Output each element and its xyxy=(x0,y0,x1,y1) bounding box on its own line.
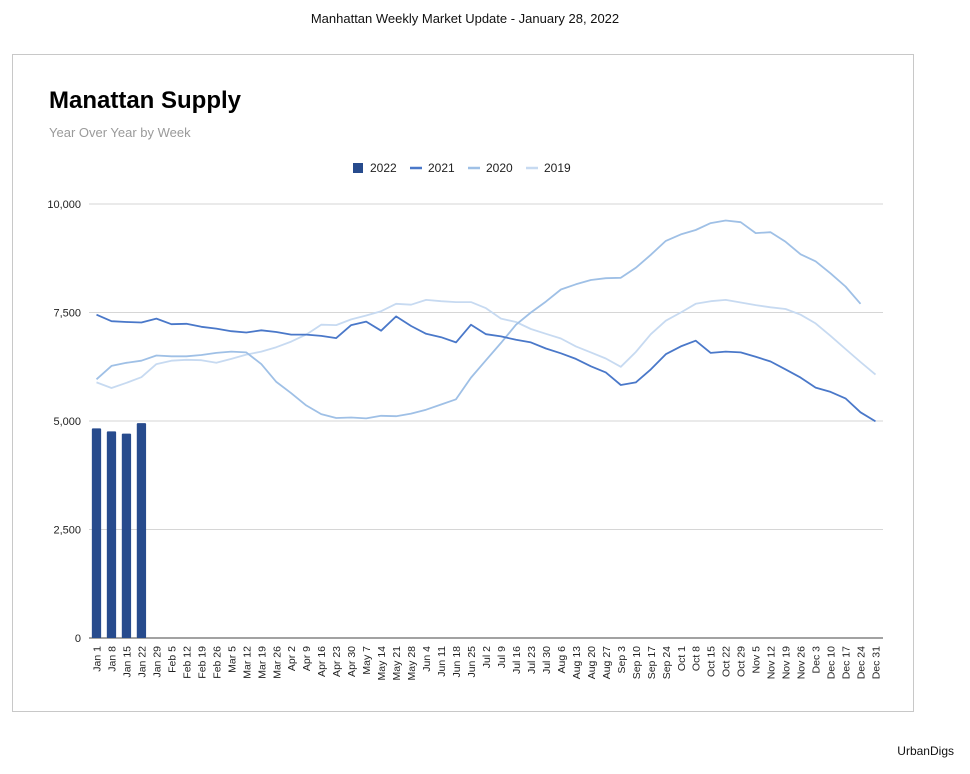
bar-2022 xyxy=(91,428,102,638)
x-tick-label: May 21 xyxy=(391,646,403,681)
series-line-2021 xyxy=(96,313,876,423)
x-tick-label: Mar 12 xyxy=(241,646,253,679)
x-tick-label: Apr 16 xyxy=(316,646,328,677)
x-tick-label: Oct 29 xyxy=(736,646,748,677)
y-tick-label: 0 xyxy=(75,633,81,645)
series-line-2019 xyxy=(96,298,877,389)
chart-card: Manattan Supply Year Over Year by Week 0… xyxy=(12,54,914,712)
x-tick-label: Apr 9 xyxy=(301,646,313,671)
x-tick-label: Dec 31 xyxy=(871,646,883,679)
x-tick-label: Jul 2 xyxy=(481,646,493,668)
x-tick-label: May 14 xyxy=(376,646,388,681)
legend-swatch-2022 xyxy=(353,163,363,173)
x-tick-label: Aug 20 xyxy=(586,646,598,679)
legend-label-2019: 2019 xyxy=(544,161,571,175)
x-tick-label: Dec 24 xyxy=(856,646,868,679)
x-tick-label: Mar 5 xyxy=(226,646,238,673)
x-tick-label: Feb 19 xyxy=(196,646,208,679)
x-tick-label: Oct 22 xyxy=(721,646,733,677)
y-tick-label: 5,000 xyxy=(53,416,81,428)
y-tick-label: 2,500 xyxy=(53,525,81,537)
y-tick-label: 10,000 xyxy=(47,199,81,211)
x-tick-label: Sep 3 xyxy=(616,646,628,674)
x-tick-label: Sep 10 xyxy=(631,646,643,679)
x-tick-label: Dec 10 xyxy=(826,646,838,679)
x-tick-label: Jul 9 xyxy=(496,646,508,668)
x-tick-label: Apr 2 xyxy=(286,646,298,671)
x-tick-label: May 28 xyxy=(406,646,418,681)
x-tick-label: Jul 23 xyxy=(526,646,538,674)
x-tick-label: Aug 6 xyxy=(556,646,568,674)
chart-title: Manattan Supply xyxy=(49,87,242,114)
x-tick-label: Nov 19 xyxy=(781,646,793,679)
x-tick-label: Nov 26 xyxy=(796,646,808,679)
bar-2022 xyxy=(121,433,132,638)
x-tick-label: Mar 26 xyxy=(271,646,283,679)
x-tick-label: Jun 25 xyxy=(466,646,478,678)
legend-label-2020: 2020 xyxy=(486,161,513,175)
x-tick-label: Jan 1 xyxy=(91,646,103,672)
footer-brand: UrbanDigs xyxy=(897,744,954,758)
x-tick-label: Dec 17 xyxy=(841,646,853,679)
x-tick-label: Nov 12 xyxy=(766,646,778,679)
series-line-2020 xyxy=(95,219,862,420)
x-tick-label: Feb 5 xyxy=(166,646,178,673)
x-tick-label: Aug 13 xyxy=(571,646,583,679)
x-tick-label: Aug 27 xyxy=(601,646,613,679)
x-tick-label: Jul 16 xyxy=(511,646,523,674)
y-tick-label: 7,500 xyxy=(53,308,81,320)
x-tick-label: Oct 8 xyxy=(691,646,703,671)
chart-subtitle: Year Over Year by Week xyxy=(49,125,191,140)
x-tick-label: Jan 8 xyxy=(106,646,118,672)
x-tick-label: Jan 29 xyxy=(151,646,163,678)
legend-label-2021: 2021 xyxy=(428,161,455,175)
x-tick-label: Apr 23 xyxy=(331,646,343,677)
x-tick-label: Sep 24 xyxy=(661,646,673,679)
x-tick-label: May 7 xyxy=(361,646,373,675)
x-tick-label: Mar 19 xyxy=(256,646,268,679)
x-tick-label: Jan 22 xyxy=(136,646,148,678)
x-tick-label: Apr 30 xyxy=(346,646,358,677)
x-tick-label: Oct 15 xyxy=(706,646,718,677)
x-tick-label: Jun 18 xyxy=(451,646,463,678)
bar-2022 xyxy=(106,431,117,638)
bar-2022 xyxy=(136,423,147,638)
x-tick-label: Jun 4 xyxy=(421,646,433,672)
x-tick-label: Feb 12 xyxy=(181,646,193,679)
x-tick-label: Jul 30 xyxy=(541,646,553,674)
x-tick-label: Sep 17 xyxy=(646,646,658,679)
legend-label-2022: 2022 xyxy=(370,161,397,175)
x-tick-label: Jan 15 xyxy=(121,646,133,678)
x-tick-label: Nov 5 xyxy=(751,646,763,674)
x-tick-label: Dec 3 xyxy=(811,646,823,674)
x-tick-label: Oct 1 xyxy=(676,646,688,671)
report-header: Manhattan Weekly Market Update - January… xyxy=(310,11,620,26)
x-tick-label: Feb 26 xyxy=(211,646,223,679)
x-tick-label: Jun 11 xyxy=(436,646,448,677)
